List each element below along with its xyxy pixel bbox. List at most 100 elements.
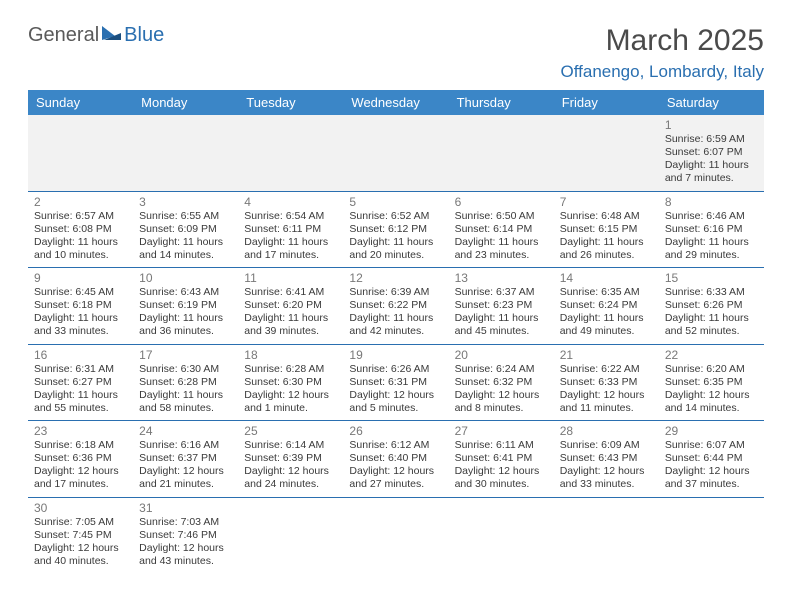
location-subtitle: Offanengo, Lombardy, Italy bbox=[561, 62, 765, 82]
day-number: 31 bbox=[139, 501, 232, 515]
day-number: 12 bbox=[349, 271, 442, 285]
calendar-day: 23Sunrise: 6:18 AMSunset: 6:36 PMDayligh… bbox=[28, 421, 133, 498]
calendar-day: 13Sunrise: 6:37 AMSunset: 6:23 PMDayligh… bbox=[449, 268, 554, 345]
day-number: 11 bbox=[244, 271, 337, 285]
calendar-day: 1Sunrise: 6:59 AMSunset: 6:07 PMDaylight… bbox=[659, 115, 764, 191]
day-info: Sunrise: 6:59 AMSunset: 6:07 PMDaylight:… bbox=[665, 133, 758, 186]
day-info: Sunrise: 6:39 AMSunset: 6:22 PMDaylight:… bbox=[349, 286, 442, 339]
logo-flag-icon bbox=[99, 24, 124, 47]
day-header: Sunday bbox=[28, 90, 133, 115]
day-number: 14 bbox=[560, 271, 653, 285]
day-number: 2 bbox=[34, 195, 127, 209]
calendar-week: 2Sunrise: 6:57 AMSunset: 6:08 PMDaylight… bbox=[28, 191, 764, 268]
day-number: 1 bbox=[665, 118, 758, 132]
calendar-day: 9Sunrise: 6:45 AMSunset: 6:18 PMDaylight… bbox=[28, 268, 133, 345]
title-block: March 2025 Offanengo, Lombardy, Italy bbox=[561, 24, 765, 82]
day-number: 15 bbox=[665, 271, 758, 285]
page-title: March 2025 bbox=[561, 24, 765, 58]
calendar-day: 18Sunrise: 6:28 AMSunset: 6:30 PMDayligh… bbox=[238, 344, 343, 421]
day-info: Sunrise: 6:50 AMSunset: 6:14 PMDaylight:… bbox=[455, 210, 548, 263]
day-info: Sunrise: 6:46 AMSunset: 6:16 PMDaylight:… bbox=[665, 210, 758, 263]
calendar-day: 29Sunrise: 6:07 AMSunset: 6:44 PMDayligh… bbox=[659, 421, 764, 498]
calendar-day-empty bbox=[343, 115, 448, 191]
day-info: Sunrise: 6:14 AMSunset: 6:39 PMDaylight:… bbox=[244, 439, 337, 492]
calendar-week: 30Sunrise: 7:05 AMSunset: 7:45 PMDayligh… bbox=[28, 497, 764, 573]
day-number: 20 bbox=[455, 348, 548, 362]
day-number: 22 bbox=[665, 348, 758, 362]
calendar-day: 3Sunrise: 6:55 AMSunset: 6:09 PMDaylight… bbox=[133, 191, 238, 268]
calendar-day: 15Sunrise: 6:33 AMSunset: 6:26 PMDayligh… bbox=[659, 268, 764, 345]
day-info: Sunrise: 6:07 AMSunset: 6:44 PMDaylight:… bbox=[665, 439, 758, 492]
day-header: Wednesday bbox=[343, 90, 448, 115]
day-info: Sunrise: 6:20 AMSunset: 6:35 PMDaylight:… bbox=[665, 363, 758, 416]
day-number: 16 bbox=[34, 348, 127, 362]
day-number: 27 bbox=[455, 424, 548, 438]
calendar-day-empty bbox=[343, 497, 448, 573]
day-number: 18 bbox=[244, 348, 337, 362]
day-number: 29 bbox=[665, 424, 758, 438]
day-info: Sunrise: 6:28 AMSunset: 6:30 PMDaylight:… bbox=[244, 363, 337, 416]
calendar-day: 10Sunrise: 6:43 AMSunset: 6:19 PMDayligh… bbox=[133, 268, 238, 345]
calendar-day: 19Sunrise: 6:26 AMSunset: 6:31 PMDayligh… bbox=[343, 344, 448, 421]
day-number: 3 bbox=[139, 195, 232, 209]
day-info: Sunrise: 6:48 AMSunset: 6:15 PMDaylight:… bbox=[560, 210, 653, 263]
calendar-day: 20Sunrise: 6:24 AMSunset: 6:32 PMDayligh… bbox=[449, 344, 554, 421]
logo-secondary: Blue bbox=[124, 24, 164, 47]
day-number: 19 bbox=[349, 348, 442, 362]
page-root: General Blue March 2025 Offanengo, Lomba… bbox=[0, 0, 792, 597]
day-info: Sunrise: 6:12 AMSunset: 6:40 PMDaylight:… bbox=[349, 439, 442, 492]
day-info: Sunrise: 7:03 AMSunset: 7:46 PMDaylight:… bbox=[139, 516, 232, 569]
day-info: Sunrise: 6:43 AMSunset: 6:19 PMDaylight:… bbox=[139, 286, 232, 339]
calendar-day: 17Sunrise: 6:30 AMSunset: 6:28 PMDayligh… bbox=[133, 344, 238, 421]
day-info: Sunrise: 6:22 AMSunset: 6:33 PMDaylight:… bbox=[560, 363, 653, 416]
calendar-body: 1Sunrise: 6:59 AMSunset: 6:07 PMDaylight… bbox=[28, 115, 764, 573]
day-number: 6 bbox=[455, 195, 548, 209]
calendar-week: 23Sunrise: 6:18 AMSunset: 6:36 PMDayligh… bbox=[28, 421, 764, 498]
calendar-day-empty bbox=[659, 497, 764, 573]
day-info: Sunrise: 6:16 AMSunset: 6:37 PMDaylight:… bbox=[139, 439, 232, 492]
day-info: Sunrise: 6:18 AMSunset: 6:36 PMDaylight:… bbox=[34, 439, 127, 492]
day-number: 13 bbox=[455, 271, 548, 285]
calendar-day-empty bbox=[238, 497, 343, 573]
day-info: Sunrise: 6:41 AMSunset: 6:20 PMDaylight:… bbox=[244, 286, 337, 339]
day-info: Sunrise: 7:05 AMSunset: 7:45 PMDaylight:… bbox=[34, 516, 127, 569]
calendar-week: 16Sunrise: 6:31 AMSunset: 6:27 PMDayligh… bbox=[28, 344, 764, 421]
calendar-day: 25Sunrise: 6:14 AMSunset: 6:39 PMDayligh… bbox=[238, 421, 343, 498]
day-info: Sunrise: 6:11 AMSunset: 6:41 PMDaylight:… bbox=[455, 439, 548, 492]
calendar-day: 30Sunrise: 7:05 AMSunset: 7:45 PMDayligh… bbox=[28, 497, 133, 573]
day-number: 21 bbox=[560, 348, 653, 362]
calendar-day: 4Sunrise: 6:54 AMSunset: 6:11 PMDaylight… bbox=[238, 191, 343, 268]
calendar-day: 12Sunrise: 6:39 AMSunset: 6:22 PMDayligh… bbox=[343, 268, 448, 345]
day-number: 9 bbox=[34, 271, 127, 285]
calendar-day: 2Sunrise: 6:57 AMSunset: 6:08 PMDaylight… bbox=[28, 191, 133, 268]
calendar-day: 31Sunrise: 7:03 AMSunset: 7:46 PMDayligh… bbox=[133, 497, 238, 573]
day-info: Sunrise: 6:31 AMSunset: 6:27 PMDaylight:… bbox=[34, 363, 127, 416]
calendar-day: 21Sunrise: 6:22 AMSunset: 6:33 PMDayligh… bbox=[554, 344, 659, 421]
calendar-day: 7Sunrise: 6:48 AMSunset: 6:15 PMDaylight… bbox=[554, 191, 659, 268]
calendar-day: 8Sunrise: 6:46 AMSunset: 6:16 PMDaylight… bbox=[659, 191, 764, 268]
calendar-day: 26Sunrise: 6:12 AMSunset: 6:40 PMDayligh… bbox=[343, 421, 448, 498]
day-number: 25 bbox=[244, 424, 337, 438]
header: General Blue March 2025 Offanengo, Lomba… bbox=[28, 24, 764, 82]
calendar-day: 27Sunrise: 6:11 AMSunset: 6:41 PMDayligh… bbox=[449, 421, 554, 498]
day-info: Sunrise: 6:30 AMSunset: 6:28 PMDaylight:… bbox=[139, 363, 232, 416]
calendar-day: 28Sunrise: 6:09 AMSunset: 6:43 PMDayligh… bbox=[554, 421, 659, 498]
day-header: Thursday bbox=[449, 90, 554, 115]
day-number: 24 bbox=[139, 424, 232, 438]
day-number: 17 bbox=[139, 348, 232, 362]
calendar-day: 22Sunrise: 6:20 AMSunset: 6:35 PMDayligh… bbox=[659, 344, 764, 421]
day-info: Sunrise: 6:35 AMSunset: 6:24 PMDaylight:… bbox=[560, 286, 653, 339]
day-info: Sunrise: 6:45 AMSunset: 6:18 PMDaylight:… bbox=[34, 286, 127, 339]
day-info: Sunrise: 6:09 AMSunset: 6:43 PMDaylight:… bbox=[560, 439, 653, 492]
calendar-day: 5Sunrise: 6:52 AMSunset: 6:12 PMDaylight… bbox=[343, 191, 448, 268]
calendar-table: SundayMondayTuesdayWednesdayThursdayFrid… bbox=[28, 90, 764, 573]
logo: General Blue bbox=[28, 24, 164, 47]
calendar-header-row: SundayMondayTuesdayWednesdayThursdayFrid… bbox=[28, 90, 764, 115]
calendar-day: 14Sunrise: 6:35 AMSunset: 6:24 PMDayligh… bbox=[554, 268, 659, 345]
day-info: Sunrise: 6:57 AMSunset: 6:08 PMDaylight:… bbox=[34, 210, 127, 263]
day-number: 4 bbox=[244, 195, 337, 209]
day-header: Tuesday bbox=[238, 90, 343, 115]
day-header: Friday bbox=[554, 90, 659, 115]
calendar-day: 6Sunrise: 6:50 AMSunset: 6:14 PMDaylight… bbox=[449, 191, 554, 268]
day-number: 30 bbox=[34, 501, 127, 515]
